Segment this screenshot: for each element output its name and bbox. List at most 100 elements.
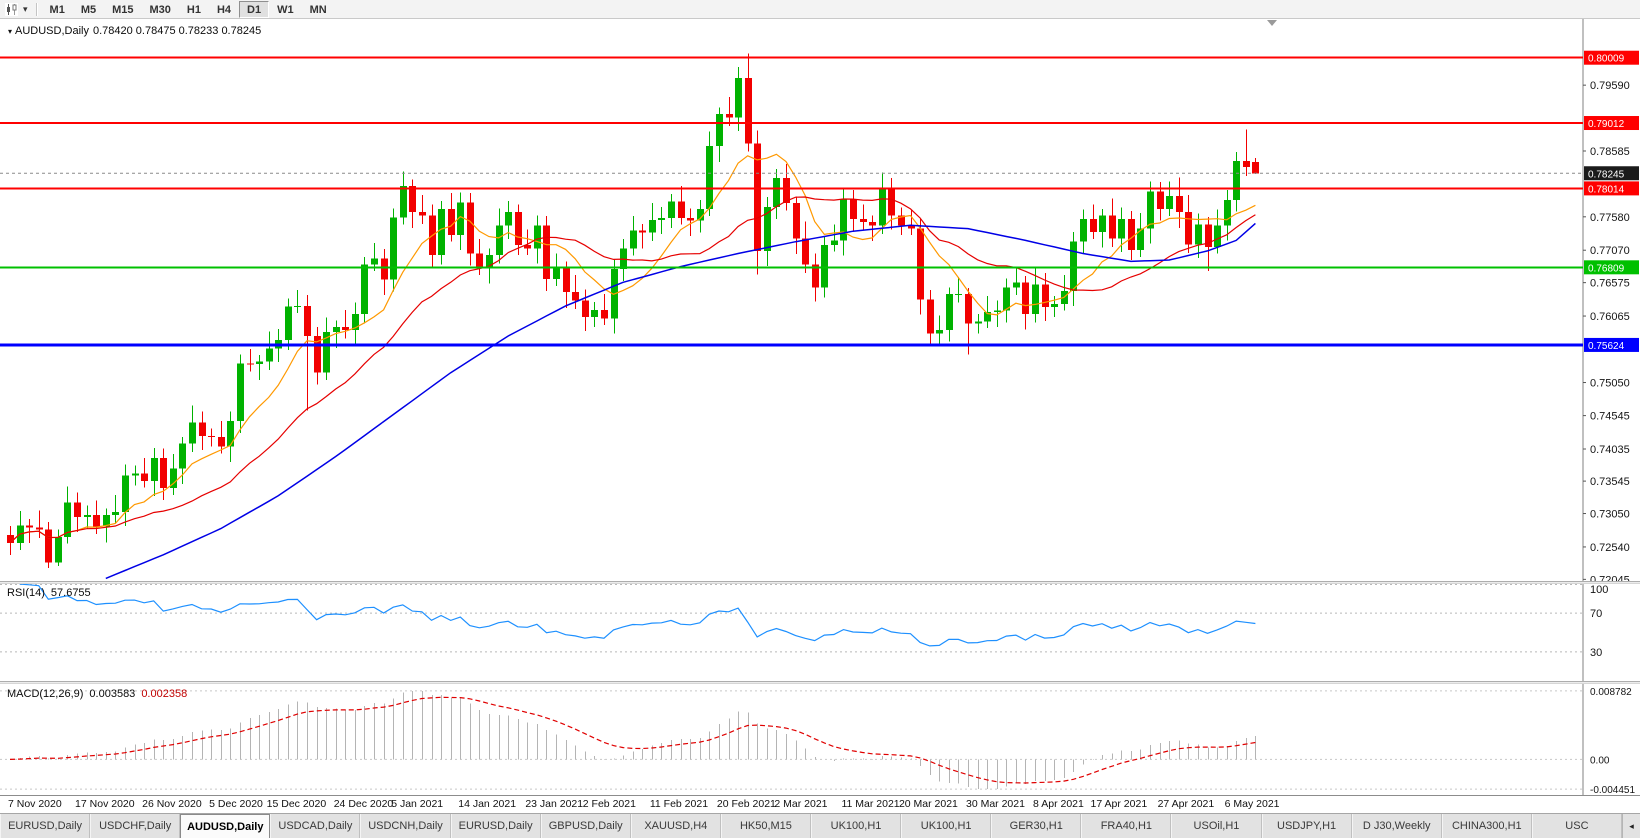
svg-text:0.79012: 0.79012 — [1588, 119, 1625, 130]
ma-mid-line — [9, 196, 1256, 544]
chart-tab-usdjpy-h1[interactable]: USDJPY,H1 — [1261, 814, 1352, 838]
chart-tab-ger30-h1[interactable]: GER30,H1 — [991, 814, 1082, 838]
chart-ohlc-values: 0.78420 0.78475 0.78233 0.78245 — [92, 25, 262, 37]
time-axis-label: 8 Apr 2021 — [1033, 798, 1084, 810]
level-price-badge — [1584, 181, 1639, 196]
chart-candles-icon[interactable] — [0, 2, 20, 16]
price-axis-tick-label: 0.74545 — [1590, 411, 1630, 423]
level-price-badge — [1584, 50, 1639, 65]
price-axis-tick-label: 0.76065 — [1590, 311, 1630, 323]
timeframe-button-d1[interactable]: D1 — [239, 0, 270, 18]
chart-tab-usdcnh-daily[interactable]: USDCNH,Daily — [360, 814, 451, 838]
svg-text:0.78245: 0.78245 — [1588, 169, 1625, 180]
macd-signal-line — [9, 696, 1256, 784]
time-axis[interactable]: 7 Nov 2020 17 Nov 2020 26 Nov 2020 5 Dec 20… — [0, 795, 1640, 813]
chart-tab-usdcad-daily[interactable]: USDCAD,Daily — [270, 814, 361, 838]
chart-tab-usc[interactable]: USC — [1531, 814, 1622, 838]
time-axis-label: 5 Dec 2020 — [209, 798, 263, 810]
level-price-badge — [1584, 337, 1639, 352]
chart-tab-fra40-h1[interactable]: FRA40,H1 — [1081, 814, 1172, 838]
rsi-line — [19, 584, 1256, 647]
level-price-badge — [1584, 260, 1639, 275]
symbol-caret-icon[interactable]: ▾ — [8, 27, 13, 36]
macd-axis-label: -0.004451 — [1590, 785, 1635, 795]
chart-symbol-period: AUDUSD,Daily — [15, 25, 89, 37]
chart-tab-eurusd-daily[interactable]: EURUSD,Daily — [450, 814, 541, 838]
ma-fast-line — [9, 153, 1256, 544]
time-axis-label: 7 Nov 2020 — [8, 798, 62, 810]
panel-separator[interactable] — [0, 681, 1640, 684]
time-axis-label: 2 Mar 2021 — [774, 798, 828, 810]
rsi-header: RSI(14) 57.6755 — [7, 587, 97, 599]
macd-axis-label: 0.00 — [1590, 755, 1610, 766]
chart-shift-marker-icon — [1267, 20, 1277, 26]
chart-title: ▾ AUDUSD,Daily 0.78420 0.78475 0.78233 0.7… — [8, 25, 265, 37]
tab-scroll-left-button[interactable]: ◂ — [1622, 814, 1640, 838]
timeframe-button-m15[interactable]: M15 — [112, 3, 134, 16]
price-chart-canvas[interactable]: 0.79590 0.78585 0.77580 0.77070 0.76575 0.760… — [0, 19, 1640, 581]
chart-tab-eurusd-daily[interactable]: EURUSD,Daily — [0, 814, 91, 838]
macd-main-value: 0.003583 — [89, 688, 136, 700]
timeframe-button-h1[interactable]: H1 — [186, 3, 201, 16]
panel-separator[interactable] — [0, 581, 1640, 584]
rsi-pane-canvas[interactable]: 100 70 30 — [0, 584, 1640, 681]
price-axis-tick-label: 0.72045 — [1590, 574, 1630, 581]
svg-text:0.78014: 0.78014 — [1588, 184, 1625, 195]
chart-tab-bar: EURUSD,Daily USDCHF,Daily AUDUSD,Daily USDC… — [0, 813, 1640, 838]
chart-type-caret-icon[interactable]: ▾ — [23, 3, 28, 14]
toolbar-separator — [35, 2, 37, 16]
timeframe-button-mn[interactable]: MN — [309, 3, 327, 16]
timeframe-button-m5[interactable]: M5 — [80, 3, 97, 16]
time-axis-label: 17 Nov 2020 — [75, 798, 135, 810]
price-axis-tick-label: 0.79590 — [1590, 80, 1630, 92]
timeframe-button-h4[interactable]: H4 — [216, 3, 232, 16]
macd-histogram — [19, 690, 1257, 790]
chart-tab-uk100-h1[interactable]: UK100,H1 — [901, 814, 992, 838]
price-axis-tick-label: 0.77580 — [1590, 212, 1630, 224]
price-axis-tick-label: 0.75050 — [1590, 378, 1630, 390]
chart-tab-usdchf-daily[interactable]: USDCHF,Daily — [90, 814, 181, 838]
timeframe-button-m30[interactable]: M30 — [149, 3, 171, 16]
chart-tab-hk50-m15[interactable]: HK50,M15 — [720, 814, 811, 838]
svg-text:0.76809: 0.76809 — [1588, 263, 1625, 274]
macd-label: MACD(12,26,9) — [7, 688, 84, 700]
time-axis-label: 5 Jan 2021 — [391, 798, 444, 810]
rsi-value: 57.6755 — [50, 587, 91, 599]
time-axis-label: 20 Mar 2021 — [898, 798, 958, 810]
chart-tab-usoil-h1[interactable]: USOil,H1 — [1171, 814, 1262, 838]
price-axis-tick-label: 0.77070 — [1590, 245, 1630, 257]
ma-slow-line — [105, 222, 1256, 580]
macd-signal-value: 0.002358 — [141, 688, 188, 700]
price-axis-tick-label: 0.78585 — [1590, 146, 1630, 158]
chart-tab-audusd-daily[interactable]: AUDUSD,Daily — [180, 814, 271, 838]
candlestick-series — [7, 53, 1259, 568]
rsi-axis-label: 70 — [1590, 608, 1602, 620]
timeframe-button-w1[interactable]: W1 — [277, 3, 294, 16]
time-axis-label: 14 Jan 2021 — [458, 798, 517, 810]
price-axis-tick-label: 0.76575 — [1590, 278, 1630, 290]
chart-tab-xauusd-h4[interactable]: XAUUSD,H4 — [630, 814, 721, 838]
rsi-axis-label: 100 — [1590, 584, 1608, 596]
time-axis-label: 17 Apr 2021 — [1090, 798, 1148, 810]
time-axis-label: 30 Mar 2021 — [966, 798, 1025, 810]
time-axis-label: 24 Dec 2020 — [333, 798, 394, 810]
macd-pane-canvas[interactable]: 0.008782 0.00 -0.004451 — [0, 684, 1640, 795]
chart-tab-china300-h1[interactable]: CHINA300,H1 — [1441, 814, 1532, 838]
price-axis-tick-label: 0.72540 — [1590, 542, 1630, 554]
level-price-badge — [1584, 116, 1639, 131]
timeframe-button-m1[interactable]: M1 — [49, 3, 65, 16]
time-axis-label: 20 Feb 2021 — [716, 798, 776, 810]
chart-tab-gbpusd-daily[interactable]: GBPUSD,Daily — [540, 814, 631, 838]
time-axis-label: 27 Apr 2021 — [1157, 798, 1215, 810]
time-axis-label: 23 Jan 2021 — [525, 798, 584, 810]
timeframe-button-group: M1 M5 M15 M30 H1 H4 D1 W1 MN — [42, 0, 335, 18]
timeframe-toolbar: ▾ M1 M5 M15 M30 H1 H4 D1 W1 MN — [0, 0, 1640, 19]
chart-tab-d-j30-weekly[interactable]: D J30,Weekly — [1351, 814, 1442, 838]
time-axis-label: 11 Mar 2021 — [841, 798, 900, 810]
time-axis-label: 6 May 2021 — [1224, 798, 1280, 810]
price-axis-tick-label: 0.74035 — [1590, 444, 1630, 456]
macd-axis-label: 0.008782 — [1590, 687, 1632, 698]
svg-text:0.80009: 0.80009 — [1588, 54, 1625, 65]
chart-tab-uk100-h1[interactable]: UK100,H1 — [810, 814, 902, 838]
rsi-label: RSI(14) — [7, 587, 45, 599]
